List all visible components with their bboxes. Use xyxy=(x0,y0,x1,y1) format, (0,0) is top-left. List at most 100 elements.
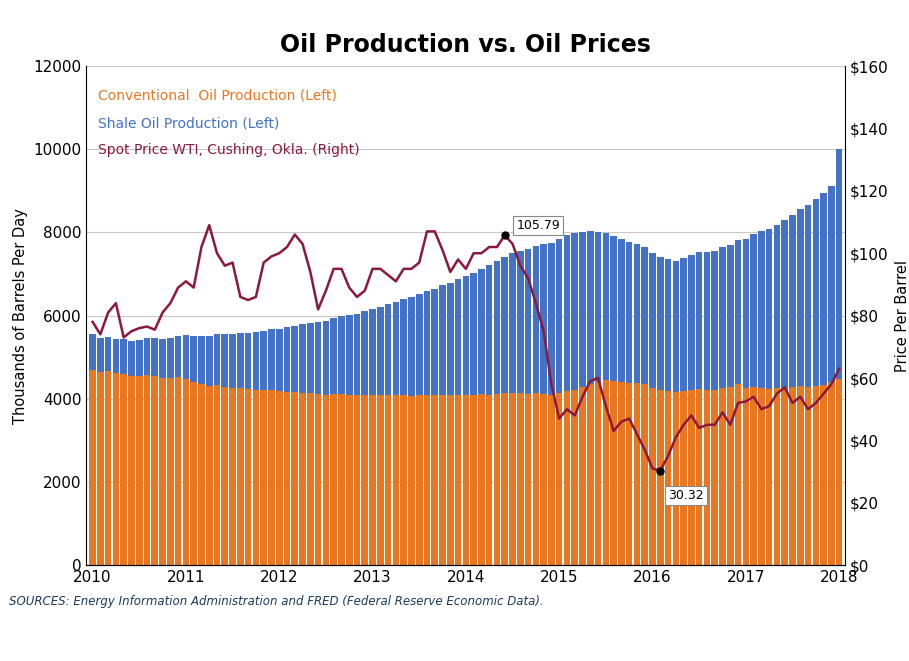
Text: Conventional  Oil Production (Left): Conventional Oil Production (Left) xyxy=(98,89,336,102)
Bar xyxy=(393,395,399,565)
Text: R: R xyxy=(86,633,102,650)
Bar xyxy=(315,322,322,394)
Bar xyxy=(579,232,585,387)
Bar xyxy=(136,376,143,565)
Bar xyxy=(626,383,633,565)
Bar xyxy=(222,387,228,565)
Text: Spot Price WTI, Cushing, Okla. (Right): Spot Price WTI, Cushing, Okla. (Right) xyxy=(98,143,359,157)
Bar xyxy=(377,395,384,565)
Bar xyxy=(540,244,547,394)
Y-axis label: Thousands of Barrels Per Day: Thousands of Barrels Per Day xyxy=(13,208,28,424)
Bar xyxy=(97,338,104,371)
Bar xyxy=(533,246,539,393)
Text: B: B xyxy=(168,633,184,650)
Bar xyxy=(408,396,415,565)
Bar xyxy=(463,276,469,395)
Bar xyxy=(175,377,182,565)
Bar xyxy=(362,311,368,395)
Bar xyxy=(276,329,283,391)
Bar xyxy=(642,384,648,565)
Bar xyxy=(206,386,213,565)
Bar xyxy=(564,391,570,565)
Bar xyxy=(214,385,220,565)
Bar xyxy=(688,255,694,389)
Text: 105.79: 105.79 xyxy=(516,219,560,232)
Bar xyxy=(774,225,780,389)
Title: Oil Production vs. Oil Prices: Oil Production vs. Oil Prices xyxy=(280,33,652,58)
Bar xyxy=(152,375,158,565)
Bar xyxy=(439,285,445,395)
Bar xyxy=(362,395,368,565)
Bar xyxy=(315,394,322,565)
Bar xyxy=(564,235,570,391)
Bar xyxy=(346,395,353,565)
Bar xyxy=(393,302,399,395)
Bar xyxy=(524,249,532,394)
Bar xyxy=(323,395,329,565)
Bar xyxy=(292,326,298,392)
Bar xyxy=(400,299,407,395)
Bar xyxy=(696,389,703,565)
Bar xyxy=(299,393,305,565)
Bar xyxy=(144,338,150,375)
Text: L: L xyxy=(280,633,293,650)
Bar xyxy=(268,329,275,389)
Bar xyxy=(120,374,127,565)
Text: of: of xyxy=(220,635,235,648)
Bar xyxy=(587,231,594,384)
Bar xyxy=(307,393,314,565)
Bar xyxy=(284,392,290,565)
Bar xyxy=(517,393,524,565)
Bar xyxy=(782,220,788,388)
Bar xyxy=(454,280,462,395)
Bar xyxy=(432,395,438,565)
Bar xyxy=(323,321,329,395)
Bar xyxy=(548,395,554,565)
Bar xyxy=(502,256,508,393)
Bar xyxy=(696,253,703,389)
Bar xyxy=(540,394,547,565)
Bar xyxy=(556,239,563,393)
Bar xyxy=(836,149,843,379)
Bar xyxy=(719,247,725,388)
Bar xyxy=(338,316,345,394)
Bar xyxy=(509,253,515,393)
Bar xyxy=(789,387,795,565)
Bar xyxy=(299,324,305,393)
Bar xyxy=(229,389,235,565)
Bar xyxy=(820,385,827,565)
Bar xyxy=(330,394,337,565)
Bar xyxy=(159,338,165,377)
Bar xyxy=(128,376,135,565)
Bar xyxy=(478,394,484,565)
Bar xyxy=(502,393,508,565)
Bar xyxy=(253,390,259,565)
Bar xyxy=(237,332,244,387)
Bar xyxy=(463,395,469,565)
Bar xyxy=(556,393,563,565)
Bar xyxy=(789,215,795,387)
Bar xyxy=(432,289,438,395)
Bar xyxy=(128,340,135,376)
Bar xyxy=(105,337,112,371)
Bar xyxy=(89,369,95,565)
Bar xyxy=(167,379,174,565)
Bar xyxy=(307,323,314,393)
Bar xyxy=(727,245,734,387)
Text: S: S xyxy=(244,633,263,650)
Bar xyxy=(743,239,749,387)
Bar xyxy=(354,313,360,395)
Bar xyxy=(734,239,742,384)
Bar xyxy=(416,395,423,565)
Bar xyxy=(579,387,585,565)
Bar xyxy=(704,389,710,565)
Bar xyxy=(517,251,524,393)
Bar xyxy=(369,309,375,395)
Bar xyxy=(237,387,244,565)
Bar xyxy=(572,233,578,389)
Bar xyxy=(206,336,213,386)
Bar xyxy=(369,395,375,565)
Bar xyxy=(797,386,804,565)
Bar xyxy=(797,209,804,386)
Text: EDERAL: EDERAL xyxy=(22,635,92,648)
